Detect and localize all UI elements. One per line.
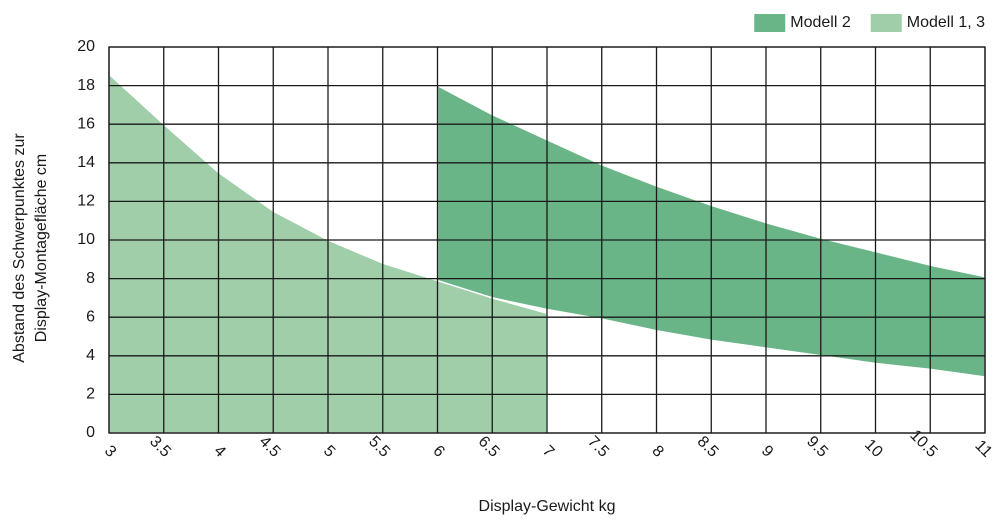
legend-swatch bbox=[754, 14, 786, 32]
y-tick-label: 16 bbox=[77, 115, 95, 132]
x-axis-label: Display-Gewicht kg bbox=[479, 498, 616, 515]
x-tick-label: 9 bbox=[758, 442, 776, 460]
x-tick-label: 7 bbox=[539, 442, 557, 460]
x-tick-label: 6 bbox=[429, 442, 447, 460]
x-tick-label: 10 bbox=[861, 436, 886, 461]
y-tick-label: 18 bbox=[77, 77, 95, 94]
x-tick-label: 8.5 bbox=[694, 433, 722, 461]
x-tick-label: 3 bbox=[101, 442, 119, 460]
y-tick-label: 12 bbox=[77, 193, 95, 210]
legend-swatch bbox=[870, 14, 902, 32]
y-tick-label: 4 bbox=[86, 347, 95, 364]
y-tick-label: 0 bbox=[86, 424, 95, 441]
plot-border bbox=[108, 46, 986, 434]
x-tick-label: 11 bbox=[971, 437, 993, 461]
y-tick-label: 6 bbox=[86, 308, 95, 325]
x-tick-label: 5.5 bbox=[365, 433, 393, 461]
legend-label: Modell 1, 3 bbox=[907, 14, 985, 31]
y-tick-label: 14 bbox=[77, 154, 95, 171]
y-axis-label: Abstand des Schwerpunktes zur bbox=[11, 133, 28, 363]
x-tick-label: 4.5 bbox=[256, 433, 284, 461]
y-tick-label: 2 bbox=[86, 386, 95, 403]
y-axis-label: Display-Montagefläche cm bbox=[33, 154, 50, 343]
legend-label: Modell 2 bbox=[790, 14, 851, 31]
y-tick-label: 10 bbox=[77, 231, 95, 248]
x-tick-label: 6.5 bbox=[475, 433, 503, 461]
x-tick-label: 9.5 bbox=[803, 433, 831, 461]
x-tick-label: 7.5 bbox=[584, 433, 612, 461]
x-tick-label: 5 bbox=[320, 442, 338, 460]
x-tick-label: 8 bbox=[648, 442, 666, 460]
x-tick-label: 10.5 bbox=[906, 427, 940, 461]
x-tick-label: 3.5 bbox=[146, 433, 174, 461]
y-tick-label: 20 bbox=[77, 38, 95, 55]
x-tick-label: 4 bbox=[210, 442, 228, 460]
y-tick-label: 8 bbox=[86, 270, 95, 287]
